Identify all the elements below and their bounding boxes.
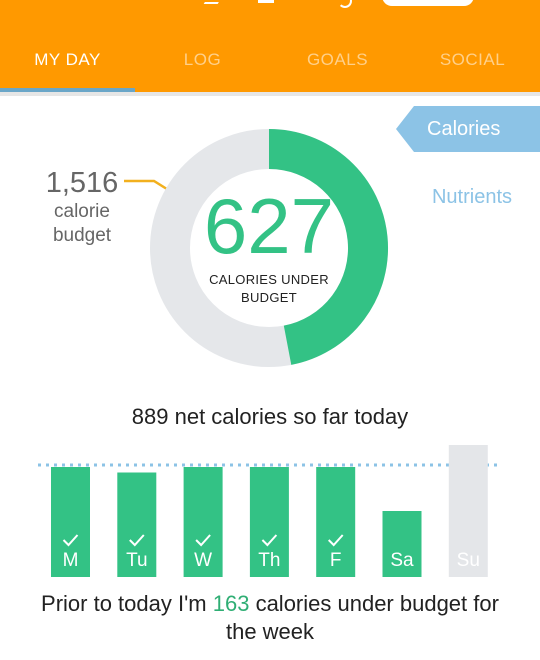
weekly-bar-chart-svg: M Tu W Th F Sa Su: [38, 445, 500, 578]
bar: [117, 472, 157, 577]
day-label: Su: [457, 550, 480, 571]
day-bar-f[interactable]: F: [316, 467, 356, 577]
calorie-budget-label-2: budget: [52, 225, 112, 246]
calories-under-label: CALORIES UNDER BUDGET: [209, 272, 329, 305]
check-icon: [129, 534, 145, 547]
day-bar-th[interactable]: Th: [249, 467, 289, 577]
tab-log[interactable]: LOG: [183, 50, 222, 69]
header-divider: [0, 92, 540, 96]
bar: [249, 467, 289, 577]
tab-social[interactable]: SOCIAL: [439, 50, 506, 69]
app-header: [0, 0, 540, 92]
menu-icon[interactable]: [258, 0, 274, 3]
action-bar: [0, 0, 540, 10]
search-icon[interactable]: [338, 0, 352, 8]
check-icon: [261, 534, 278, 547]
calorie-budget: 1,516 calorie budget: [36, 166, 128, 248]
bar: [51, 467, 90, 577]
check-icon: [327, 534, 344, 547]
day-label: M: [63, 550, 79, 571]
day-label: Sa: [390, 550, 414, 571]
nutrients-toggle[interactable]: Nutrients: [431, 186, 513, 208]
calorie-ring-chart: [150, 129, 389, 367]
calories-toggle-shape: [396, 106, 540, 152]
summary-suffix: calories under budget for the week: [225, 591, 499, 644]
active-tab-indicator: [0, 88, 135, 92]
bar: [382, 511, 422, 577]
bar: [448, 445, 488, 577]
day-bar-sa[interactable]: Sa: [382, 511, 422, 577]
calories-under-value: 627: [203, 182, 335, 270]
calorie-ring[interactable]: [148, 127, 390, 369]
day-label: Th: [258, 550, 280, 571]
calories-toggle-label: Calories: [427, 118, 501, 140]
day-label: Tu: [126, 550, 147, 571]
summary-prefix: Prior to today I'm: [41, 591, 213, 616]
weekly-summary: Prior to today I'm 163 calories under bu…: [30, 590, 510, 646]
tab-my-day[interactable]: MY DAY: [34, 50, 101, 69]
check-icon: [195, 534, 211, 547]
net-calories-text: 889 net calories so far today: [131, 404, 409, 429]
calorie-budget-label-1: calorie: [54, 201, 110, 222]
bar: [183, 467, 223, 577]
bar: [316, 467, 356, 577]
summary-value: 163: [212, 591, 250, 616]
day-bar-su[interactable]: Su: [448, 445, 488, 577]
day-bar-m[interactable]: M: [51, 467, 90, 577]
weekly-bar-chart[interactable]: M Tu W Th F Sa Su: [0, 440, 540, 580]
ring-remaining-arc: [268, 129, 389, 365]
check-icon: [62, 534, 79, 547]
calories-toggle[interactable]: Calories: [396, 106, 540, 152]
tab-goals[interactable]: GOALS: [306, 50, 369, 69]
action-pill-button[interactable]: [382, 0, 474, 6]
day-bar-w[interactable]: W: [183, 467, 223, 577]
tab-bar: MY DAY LOG GOALS SOCIAL: [0, 40, 540, 80]
day-bar-tu[interactable]: Tu: [117, 472, 157, 578]
calorie-budget-value: 1,516: [45, 167, 119, 199]
day-label: W: [194, 550, 212, 571]
day-label: F: [330, 550, 342, 571]
back-icon[interactable]: [203, 0, 223, 4]
